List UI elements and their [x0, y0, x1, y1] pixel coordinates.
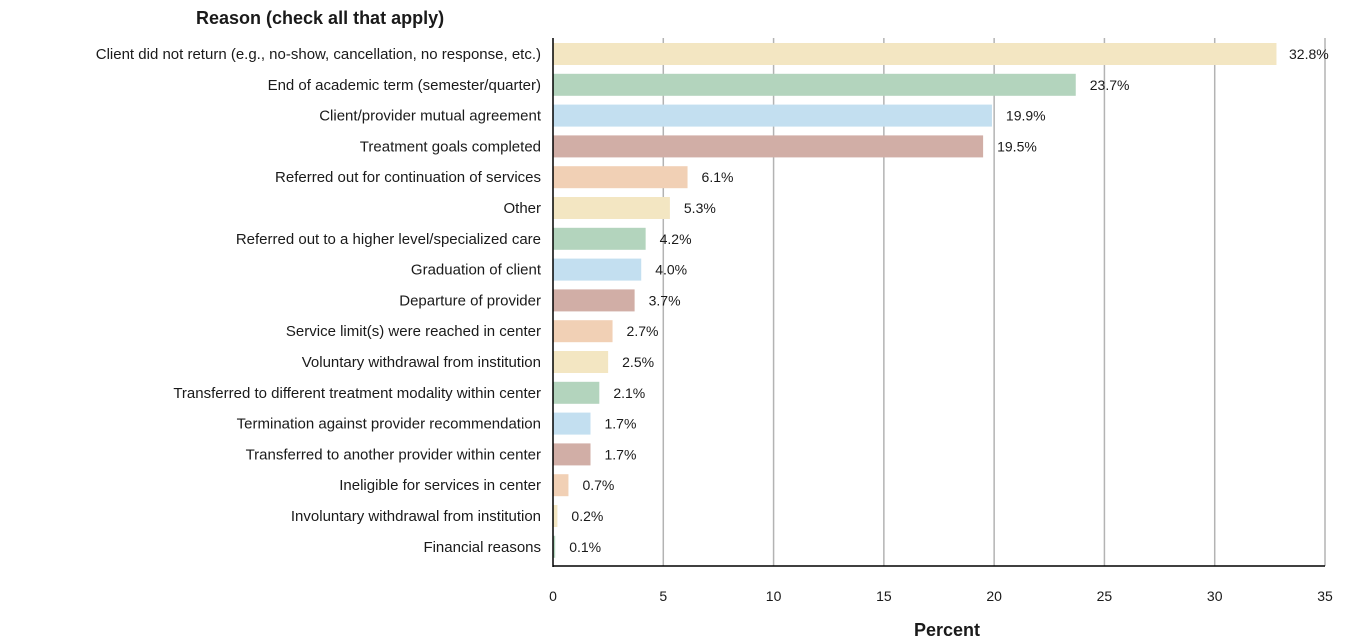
x-tick-label: 0: [549, 588, 557, 604]
value-label: 0.7%: [582, 477, 614, 493]
bar: [553, 73, 1076, 96]
value-label: 5.3%: [684, 200, 716, 216]
category-label: End of academic term (semester/quarter): [268, 77, 541, 94]
value-labels: 32.8% 23.7% 19.9% 19.5% 6.1% 5.3% 4.2% 4.0% 3.7%…: [569, 46, 1328, 555]
value-label: 2.1%: [613, 385, 645, 401]
bar: [553, 443, 591, 466]
bar: [553, 351, 609, 373]
category-label: Financial reasons: [423, 539, 541, 556]
bar: [553, 258, 642, 281]
x-tick-label: 35: [1317, 588, 1333, 604]
category-label: Termination against provider recommendat…: [237, 416, 541, 433]
bar: [553, 535, 556, 558]
category-label: Departure of provider: [399, 292, 541, 309]
x-tick-label: 30: [1207, 588, 1223, 604]
category-label: Graduation of client: [411, 262, 542, 279]
value-label: 23.7%: [1090, 77, 1130, 93]
x-tick-label: 5: [659, 588, 667, 604]
category-label: Referred out for continuation of service…: [275, 169, 541, 186]
category-label: Transferred to different treatment modal…: [173, 385, 541, 402]
value-label: 1.7%: [604, 416, 636, 432]
y-axis-title: Reason (check all that apply): [196, 8, 444, 28]
bar: [553, 381, 600, 404]
x-tick-label: 20: [986, 588, 1002, 604]
x-axis: [552, 38, 1325, 567]
value-label: 32.8%: [1289, 46, 1329, 62]
bar: [553, 166, 688, 189]
bar: [553, 412, 591, 435]
category-label: Service limit(s) were reached in center: [286, 323, 541, 340]
value-label: 2.5%: [622, 354, 654, 370]
value-label: 19.9%: [1006, 108, 1046, 124]
bar: [553, 197, 670, 219]
value-label: 4.0%: [655, 262, 687, 278]
bar: [553, 227, 646, 250]
value-label: 19.5%: [997, 138, 1037, 154]
category-label: Ineligible for services in center: [339, 477, 541, 494]
x-tick-labels: 0 5 10 15 20 25 30 35: [549, 588, 1333, 604]
bar: [553, 474, 569, 497]
category-label: Other: [503, 200, 541, 217]
value-label: 6.1%: [702, 169, 734, 185]
x-tick-label: 25: [1097, 588, 1113, 604]
value-label: 2.7%: [627, 323, 659, 339]
category-label: Involuntary withdrawal from institution: [291, 508, 541, 525]
bar: [553, 320, 613, 343]
category-label: Referred out to a higher level/specializ…: [236, 231, 541, 248]
category-label: Voluntary withdrawal from institution: [302, 354, 541, 371]
bar: [553, 505, 558, 527]
bar: [553, 43, 1277, 65]
category-label: Client did not return (e.g., no-show, ca…: [96, 46, 541, 63]
value-label: 0.1%: [569, 539, 601, 555]
x-axis-title: Percent: [914, 620, 980, 640]
bar: [553, 135, 984, 158]
value-label: 0.2%: [571, 508, 603, 524]
bar: [553, 289, 635, 312]
x-tick-label: 10: [766, 588, 782, 604]
bars: [553, 43, 1277, 558]
value-label: 3.7%: [649, 292, 681, 308]
bar: [553, 104, 992, 127]
category-label: Client/provider mutual agreement: [319, 108, 542, 125]
category-label: Transferred to another provider within c…: [246, 446, 541, 463]
x-tick-label: 15: [876, 588, 892, 604]
value-label: 4.2%: [660, 231, 692, 247]
category-labels: Client did not return (e.g., no-show, ca…: [96, 46, 542, 556]
category-label: Treatment goals completed: [360, 138, 541, 155]
value-label: 1.7%: [604, 446, 636, 462]
